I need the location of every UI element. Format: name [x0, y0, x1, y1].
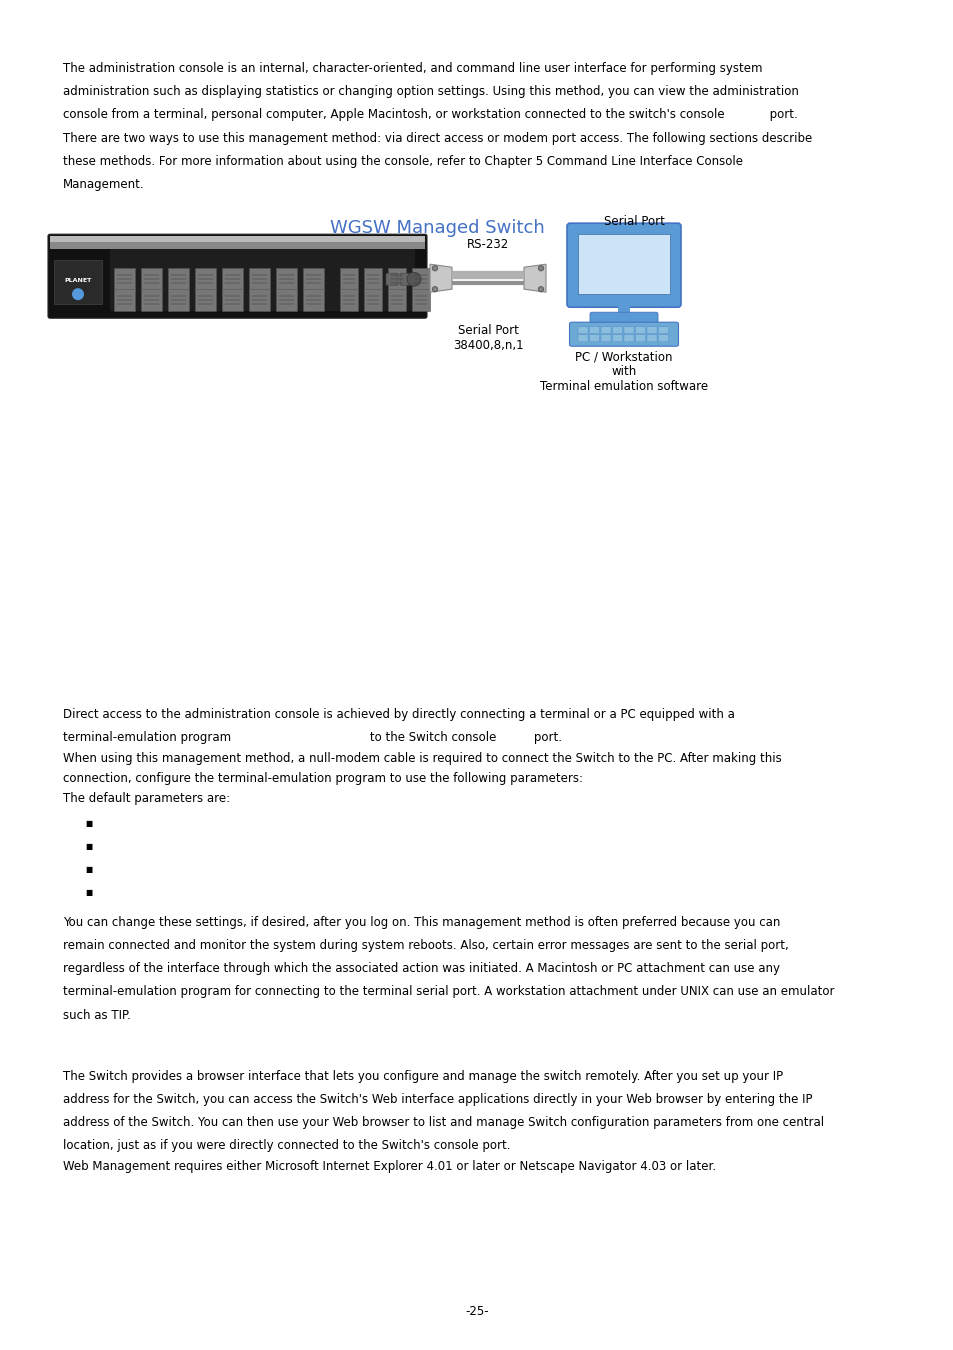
- FancyBboxPatch shape: [578, 234, 669, 294]
- Text: Management.: Management.: [63, 178, 145, 190]
- FancyBboxPatch shape: [249, 289, 270, 312]
- FancyBboxPatch shape: [141, 289, 162, 312]
- Text: The default parameters are:: The default parameters are:: [63, 792, 230, 806]
- Polygon shape: [430, 265, 452, 292]
- FancyBboxPatch shape: [388, 289, 406, 312]
- FancyBboxPatch shape: [388, 269, 406, 290]
- Text: such as TIP.: such as TIP.: [63, 1008, 131, 1022]
- FancyBboxPatch shape: [623, 335, 634, 342]
- FancyBboxPatch shape: [141, 269, 162, 290]
- Text: The administration console is an internal, character-oriented, and command line : The administration console is an interna…: [63, 62, 761, 76]
- FancyBboxPatch shape: [646, 327, 657, 333]
- Text: ■: ■: [85, 842, 92, 850]
- FancyBboxPatch shape: [249, 269, 270, 290]
- Circle shape: [432, 266, 437, 271]
- FancyBboxPatch shape: [168, 289, 189, 312]
- FancyBboxPatch shape: [303, 289, 324, 312]
- FancyBboxPatch shape: [589, 327, 598, 333]
- FancyBboxPatch shape: [113, 289, 135, 312]
- Text: these methods. For more information about using the console, refer to Chapter 5 : these methods. For more information abou…: [63, 155, 742, 167]
- Text: Serial Port: Serial Port: [603, 215, 663, 228]
- Text: There are two ways to use this management method: via direct access or modem por: There are two ways to use this managemen…: [63, 131, 811, 144]
- Circle shape: [432, 286, 437, 292]
- FancyBboxPatch shape: [364, 289, 381, 312]
- Text: RS-232: RS-232: [466, 238, 509, 251]
- Text: PLANET: PLANET: [64, 278, 91, 282]
- FancyBboxPatch shape: [222, 289, 243, 312]
- Text: address of the Switch. You can then use your Web browser to list and manage Swit: address of the Switch. You can then use …: [63, 1116, 823, 1129]
- FancyBboxPatch shape: [50, 236, 424, 242]
- FancyBboxPatch shape: [646, 335, 657, 342]
- Text: terminal-emulation program                                     to the Switch con: terminal-emulation program to the Switch…: [63, 732, 561, 744]
- FancyBboxPatch shape: [589, 335, 598, 342]
- Text: address for the Switch, you can access the Switch's Web interface applications d: address for the Switch, you can access t…: [63, 1094, 812, 1106]
- FancyBboxPatch shape: [194, 269, 215, 290]
- Text: ■: ■: [85, 888, 92, 896]
- FancyBboxPatch shape: [339, 289, 357, 312]
- FancyBboxPatch shape: [578, 335, 587, 342]
- Circle shape: [537, 266, 543, 271]
- Text: PC / Workstation
with
Terminal emulation software: PC / Workstation with Terminal emulation…: [539, 350, 707, 393]
- FancyBboxPatch shape: [578, 327, 587, 333]
- Text: When using this management method, a null-modem cable is required to connect the: When using this management method, a nul…: [63, 752, 781, 764]
- FancyBboxPatch shape: [612, 335, 622, 342]
- Circle shape: [537, 286, 543, 292]
- Polygon shape: [523, 265, 545, 292]
- FancyBboxPatch shape: [635, 335, 645, 342]
- FancyBboxPatch shape: [589, 312, 658, 327]
- Text: remain connected and monitor the system during system reboots. Also, certain err: remain connected and monitor the system …: [63, 940, 788, 952]
- FancyBboxPatch shape: [275, 269, 296, 290]
- FancyBboxPatch shape: [569, 323, 678, 346]
- FancyBboxPatch shape: [600, 327, 610, 333]
- FancyBboxPatch shape: [364, 269, 381, 290]
- FancyBboxPatch shape: [566, 223, 680, 308]
- FancyBboxPatch shape: [618, 302, 629, 316]
- Text: administration such as displaying statistics or changing option settings. Using : administration such as displaying statis…: [63, 85, 798, 99]
- Text: -25-: -25-: [465, 1305, 488, 1318]
- FancyBboxPatch shape: [339, 269, 357, 290]
- Text: Web Management requires either Microsoft Internet Explorer 4.01 or later or Nets: Web Management requires either Microsoft…: [63, 1160, 716, 1173]
- FancyBboxPatch shape: [303, 269, 324, 290]
- FancyBboxPatch shape: [50, 236, 424, 250]
- Text: ■: ■: [85, 819, 92, 828]
- FancyBboxPatch shape: [623, 327, 634, 333]
- FancyBboxPatch shape: [635, 327, 645, 333]
- Text: location, just as if you were directly connected to the Switch's console port.: location, just as if you were directly c…: [63, 1139, 510, 1153]
- FancyBboxPatch shape: [194, 289, 215, 312]
- Circle shape: [71, 288, 84, 300]
- FancyBboxPatch shape: [168, 269, 189, 290]
- FancyBboxPatch shape: [275, 289, 296, 312]
- Text: Serial Port
38400,8,n,1: Serial Port 38400,8,n,1: [453, 324, 523, 352]
- Text: connection, configure the terminal-emulation program to use the following parame: connection, configure the terminal-emula…: [63, 772, 582, 786]
- FancyBboxPatch shape: [600, 335, 610, 342]
- FancyBboxPatch shape: [113, 269, 135, 290]
- Text: The Switch provides a browser interface that lets you configure and manage the s: The Switch provides a browser interface …: [63, 1069, 782, 1083]
- FancyBboxPatch shape: [110, 250, 415, 312]
- Text: terminal-emulation program for connecting to the terminal serial port. A worksta: terminal-emulation program for connectin…: [63, 986, 834, 999]
- FancyBboxPatch shape: [54, 261, 102, 304]
- FancyBboxPatch shape: [222, 269, 243, 290]
- FancyBboxPatch shape: [658, 327, 668, 333]
- FancyBboxPatch shape: [48, 234, 427, 319]
- FancyBboxPatch shape: [658, 335, 668, 342]
- Circle shape: [407, 273, 420, 286]
- FancyBboxPatch shape: [612, 327, 622, 333]
- Text: WGSW Managed Switch: WGSW Managed Switch: [330, 219, 544, 238]
- Text: console from a terminal, personal computer, Apple Macintosh, or workstation conn: console from a terminal, personal comput…: [63, 108, 797, 122]
- Text: You can change these settings, if desired, after you log on. This management met: You can change these settings, if desire…: [63, 915, 780, 929]
- FancyBboxPatch shape: [412, 289, 430, 312]
- Text: regardless of the interface through which the associated action was initiated. A: regardless of the interface through whic…: [63, 963, 780, 975]
- Text: ■: ■: [85, 865, 92, 873]
- Text: Direct access to the administration console is achieved by directly connecting a: Direct access to the administration cons…: [63, 707, 734, 721]
- FancyBboxPatch shape: [399, 273, 412, 285]
- FancyBboxPatch shape: [412, 269, 430, 290]
- FancyBboxPatch shape: [386, 273, 397, 285]
